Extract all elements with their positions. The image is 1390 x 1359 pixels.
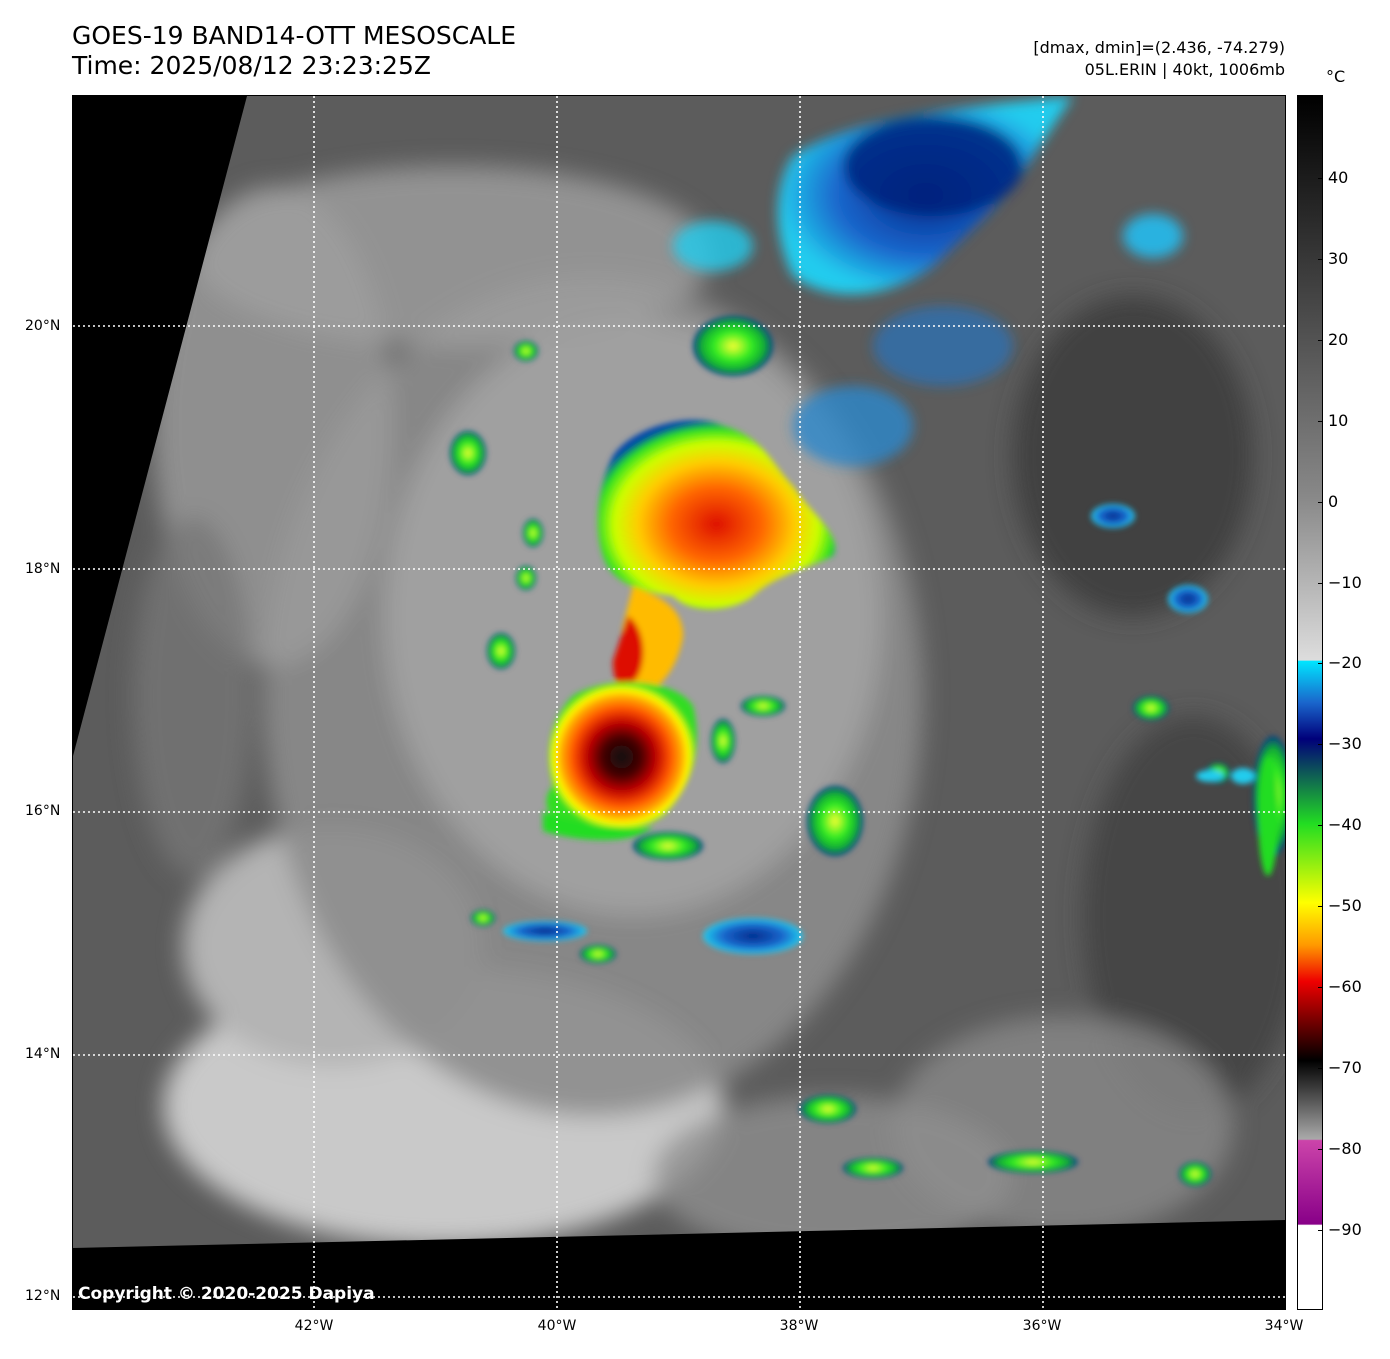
lat-label-16n: 16°N: [25, 803, 61, 819]
colorbar-tick-label: −30: [1328, 734, 1362, 754]
colorbar-tick-label: 10: [1328, 410, 1349, 430]
data-range-readout: [dmax, dmin]=(2.436, -74.279): [1033, 38, 1285, 57]
colorbar-tick-mark: [1318, 178, 1323, 179]
colorbar-tick-label: −50: [1328, 896, 1362, 916]
colorbar-tick-mark: [1318, 663, 1323, 665]
colorbar-tick-label: −70: [1328, 1057, 1362, 1077]
colorbar-unit: °C: [1326, 67, 1346, 86]
colorbar-tick-label: 40: [1328, 168, 1349, 187]
colorbar-tick-mark: [1318, 501, 1323, 503]
colorbar-tick-mark: [1318, 582, 1323, 584]
chart-title: GOES-19 BAND14-OTT MESOSCALE: [72, 21, 517, 50]
colorbar-tick-label: −80: [1328, 1138, 1362, 1158]
colorbar-tick-mark: [1318, 987, 1323, 988]
colorbar-tick-label: −60: [1328, 977, 1362, 996]
lon-label-38w: 38°W: [779, 1318, 819, 1334]
colorbar-tick-mark: [1318, 1229, 1323, 1231]
colorbar-tick-mark: [1318, 1067, 1323, 1069]
colorbar-tick-label: −10: [1328, 572, 1362, 592]
satellite-map: [72, 95, 1286, 1310]
colorbar: [1297, 95, 1323, 1310]
colorbar-tick-mark: [1318, 420, 1323, 422]
colorbar-tick-mark: [1318, 339, 1323, 341]
colorbar-tick-label: −20: [1328, 653, 1362, 673]
copyright-notice: Copyright © 2020-2025 Dapiya: [78, 1284, 375, 1304]
colorbar-tick-mark: [1318, 258, 1323, 260]
colorbar-tick-mark: [1318, 906, 1323, 908]
colorbar-tick-label: −40: [1328, 815, 1362, 835]
lat-label-14n: 14°N: [25, 1046, 61, 1062]
colorbar-tick-label: 20: [1328, 329, 1349, 349]
chart-timestamp: Time: 2025/08/12 23:23:25Z: [72, 51, 431, 80]
lat-label-20n: 20°N: [25, 318, 61, 334]
lon-label-42w: 42°W: [294, 1318, 334, 1334]
colorbar-tick-mark: [1318, 744, 1323, 746]
satellite-imagery: [73, 96, 1285, 1309]
lon-label-36w: 36°W: [1022, 1318, 1062, 1334]
lon-label-34w: 34°W: [1264, 1318, 1304, 1334]
colorbar-tick-mark: [1318, 825, 1323, 827]
colorbar-tick-label: 0: [1328, 491, 1339, 511]
storm-info: 05L.ERIN | 40kt, 1006mb: [1084, 60, 1285, 79]
colorbar-tick-label: 30: [1328, 248, 1349, 268]
colorbar-tick-mark: [1318, 1148, 1323, 1150]
colorbar-tick-label: −90: [1328, 1219, 1362, 1239]
lat-label-12n: 12°N: [25, 1288, 61, 1304]
lat-label-18n: 18°N: [25, 561, 61, 577]
lon-label-40w: 40°W: [537, 1318, 577, 1334]
